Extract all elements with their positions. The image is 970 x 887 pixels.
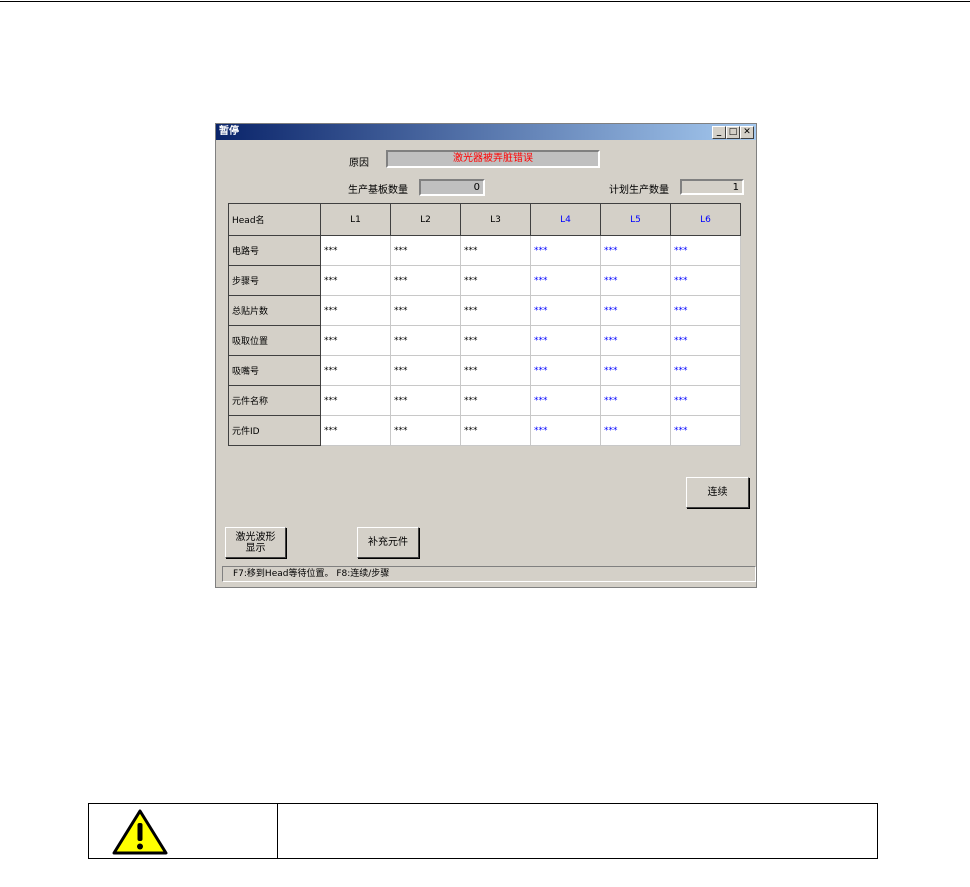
table-cell: *** bbox=[530, 415, 601, 446]
table-cell: *** bbox=[460, 355, 531, 386]
table-cell: *** bbox=[390, 295, 461, 326]
table-cell: *** bbox=[390, 265, 461, 296]
maximize-button[interactable]: □ bbox=[726, 126, 740, 139]
table-cell: *** bbox=[530, 235, 601, 266]
table-cell: *** bbox=[460, 265, 531, 296]
pause-dialog: 暂停 _ □ ✕ 原因 激光器被弄脏错误 生产基板数量 0 计划生产数量 1 H… bbox=[215, 123, 757, 588]
table-cell: *** bbox=[670, 415, 741, 446]
table-cell: *** bbox=[530, 295, 601, 326]
column-header: L4 bbox=[530, 203, 601, 236]
table-row: 元件ID *** *** *** *** *** *** bbox=[228, 415, 741, 446]
table-cell: *** bbox=[390, 385, 461, 416]
table-cell: *** bbox=[390, 415, 461, 446]
row-label: 吸嘴号 bbox=[228, 355, 321, 386]
table-cell: *** bbox=[670, 265, 741, 296]
table-cell: *** bbox=[320, 415, 391, 446]
warning-box bbox=[88, 803, 878, 859]
reason-label: 原因 bbox=[349, 158, 369, 169]
planned-count-field: 1 bbox=[680, 179, 744, 195]
table-row: 吸嘴号 *** *** *** *** *** *** bbox=[228, 355, 741, 386]
table-cell: *** bbox=[600, 355, 671, 386]
column-header: L3 bbox=[460, 203, 531, 236]
table-cell: *** bbox=[320, 235, 391, 266]
table-row: 步骤号 *** *** *** *** *** *** bbox=[228, 265, 741, 296]
planned-count-label: 计划生产数量 bbox=[609, 185, 669, 196]
table-cell: *** bbox=[390, 235, 461, 266]
table-cell: *** bbox=[530, 265, 601, 296]
column-header: Head名 bbox=[228, 203, 321, 236]
table-cell: *** bbox=[460, 385, 531, 416]
table-cell: *** bbox=[600, 265, 671, 296]
table-cell: *** bbox=[320, 325, 391, 356]
table-cell: *** bbox=[320, 295, 391, 326]
table-cell: *** bbox=[320, 265, 391, 296]
table-cell: *** bbox=[460, 295, 531, 326]
table-row: 吸取位置 *** *** *** *** *** *** bbox=[228, 325, 741, 356]
board-count-label: 生产基板数量 bbox=[348, 185, 408, 196]
board-count-field: 0 bbox=[419, 179, 485, 196]
laser-waveform-button[interactable]: 激光波形 显示 bbox=[225, 527, 286, 558]
table-cell: *** bbox=[600, 415, 671, 446]
table-cell: *** bbox=[460, 415, 531, 446]
dialog-title: 暂停 bbox=[219, 126, 239, 137]
column-header: L2 bbox=[390, 203, 461, 236]
table-cell: *** bbox=[670, 235, 741, 266]
table-cell: *** bbox=[530, 385, 601, 416]
table-cell: *** bbox=[600, 325, 671, 356]
column-header: L6 bbox=[670, 203, 741, 236]
table-row: 元件名称 *** *** *** *** *** *** bbox=[228, 385, 741, 416]
table-cell: *** bbox=[670, 295, 741, 326]
table-cell: *** bbox=[530, 355, 601, 386]
table-cell: *** bbox=[670, 385, 741, 416]
row-label: 步骤号 bbox=[228, 265, 321, 296]
table-row: 电路号 *** *** *** *** *** *** bbox=[228, 235, 741, 266]
table-cell: *** bbox=[670, 325, 741, 356]
table-cell: *** bbox=[600, 295, 671, 326]
column-header: L5 bbox=[600, 203, 671, 236]
row-label: 电路号 bbox=[228, 235, 321, 266]
reason-field: 激光器被弄脏错误 bbox=[386, 150, 600, 168]
table-cell: *** bbox=[670, 355, 741, 386]
table-cell: *** bbox=[390, 325, 461, 356]
table-cell: *** bbox=[530, 325, 601, 356]
table-header-row: Head名 L1 L2 L3 L4 L5 L6 bbox=[228, 203, 741, 236]
title-bar: 暂停 bbox=[216, 124, 756, 140]
table-cell: *** bbox=[460, 235, 531, 266]
table-cell: *** bbox=[320, 355, 391, 386]
page-header-rule bbox=[0, 1, 970, 2]
row-label: 元件名称 bbox=[228, 385, 321, 416]
row-label: 吸取位置 bbox=[228, 325, 321, 356]
table-cell: *** bbox=[600, 235, 671, 266]
column-header: L1 bbox=[320, 203, 391, 236]
continue-button[interactable]: 连续 bbox=[686, 477, 749, 508]
table-cell: *** bbox=[460, 325, 531, 356]
warning-divider bbox=[277, 804, 278, 858]
table-cell: *** bbox=[390, 355, 461, 386]
row-label: 元件ID bbox=[228, 415, 321, 446]
status-bar: F7:移到Head等待位置。 F8:连续/步骤 bbox=[222, 566, 756, 582]
table-cell: *** bbox=[320, 385, 391, 416]
minimize-button[interactable]: _ bbox=[712, 126, 726, 139]
row-label: 总贴片数 bbox=[228, 295, 321, 326]
warning-triangle-icon bbox=[112, 809, 168, 855]
close-button[interactable]: ✕ bbox=[740, 126, 754, 139]
head-info-table: Head名 L1 L2 L3 L4 L5 L6 电路号 *** *** *** *** *… bbox=[228, 203, 741, 446]
table-cell: *** bbox=[600, 385, 671, 416]
table-row: 总贴片数 *** *** *** *** *** *** bbox=[228, 295, 741, 326]
replenish-component-button[interactable]: 补充元件 bbox=[357, 527, 419, 558]
